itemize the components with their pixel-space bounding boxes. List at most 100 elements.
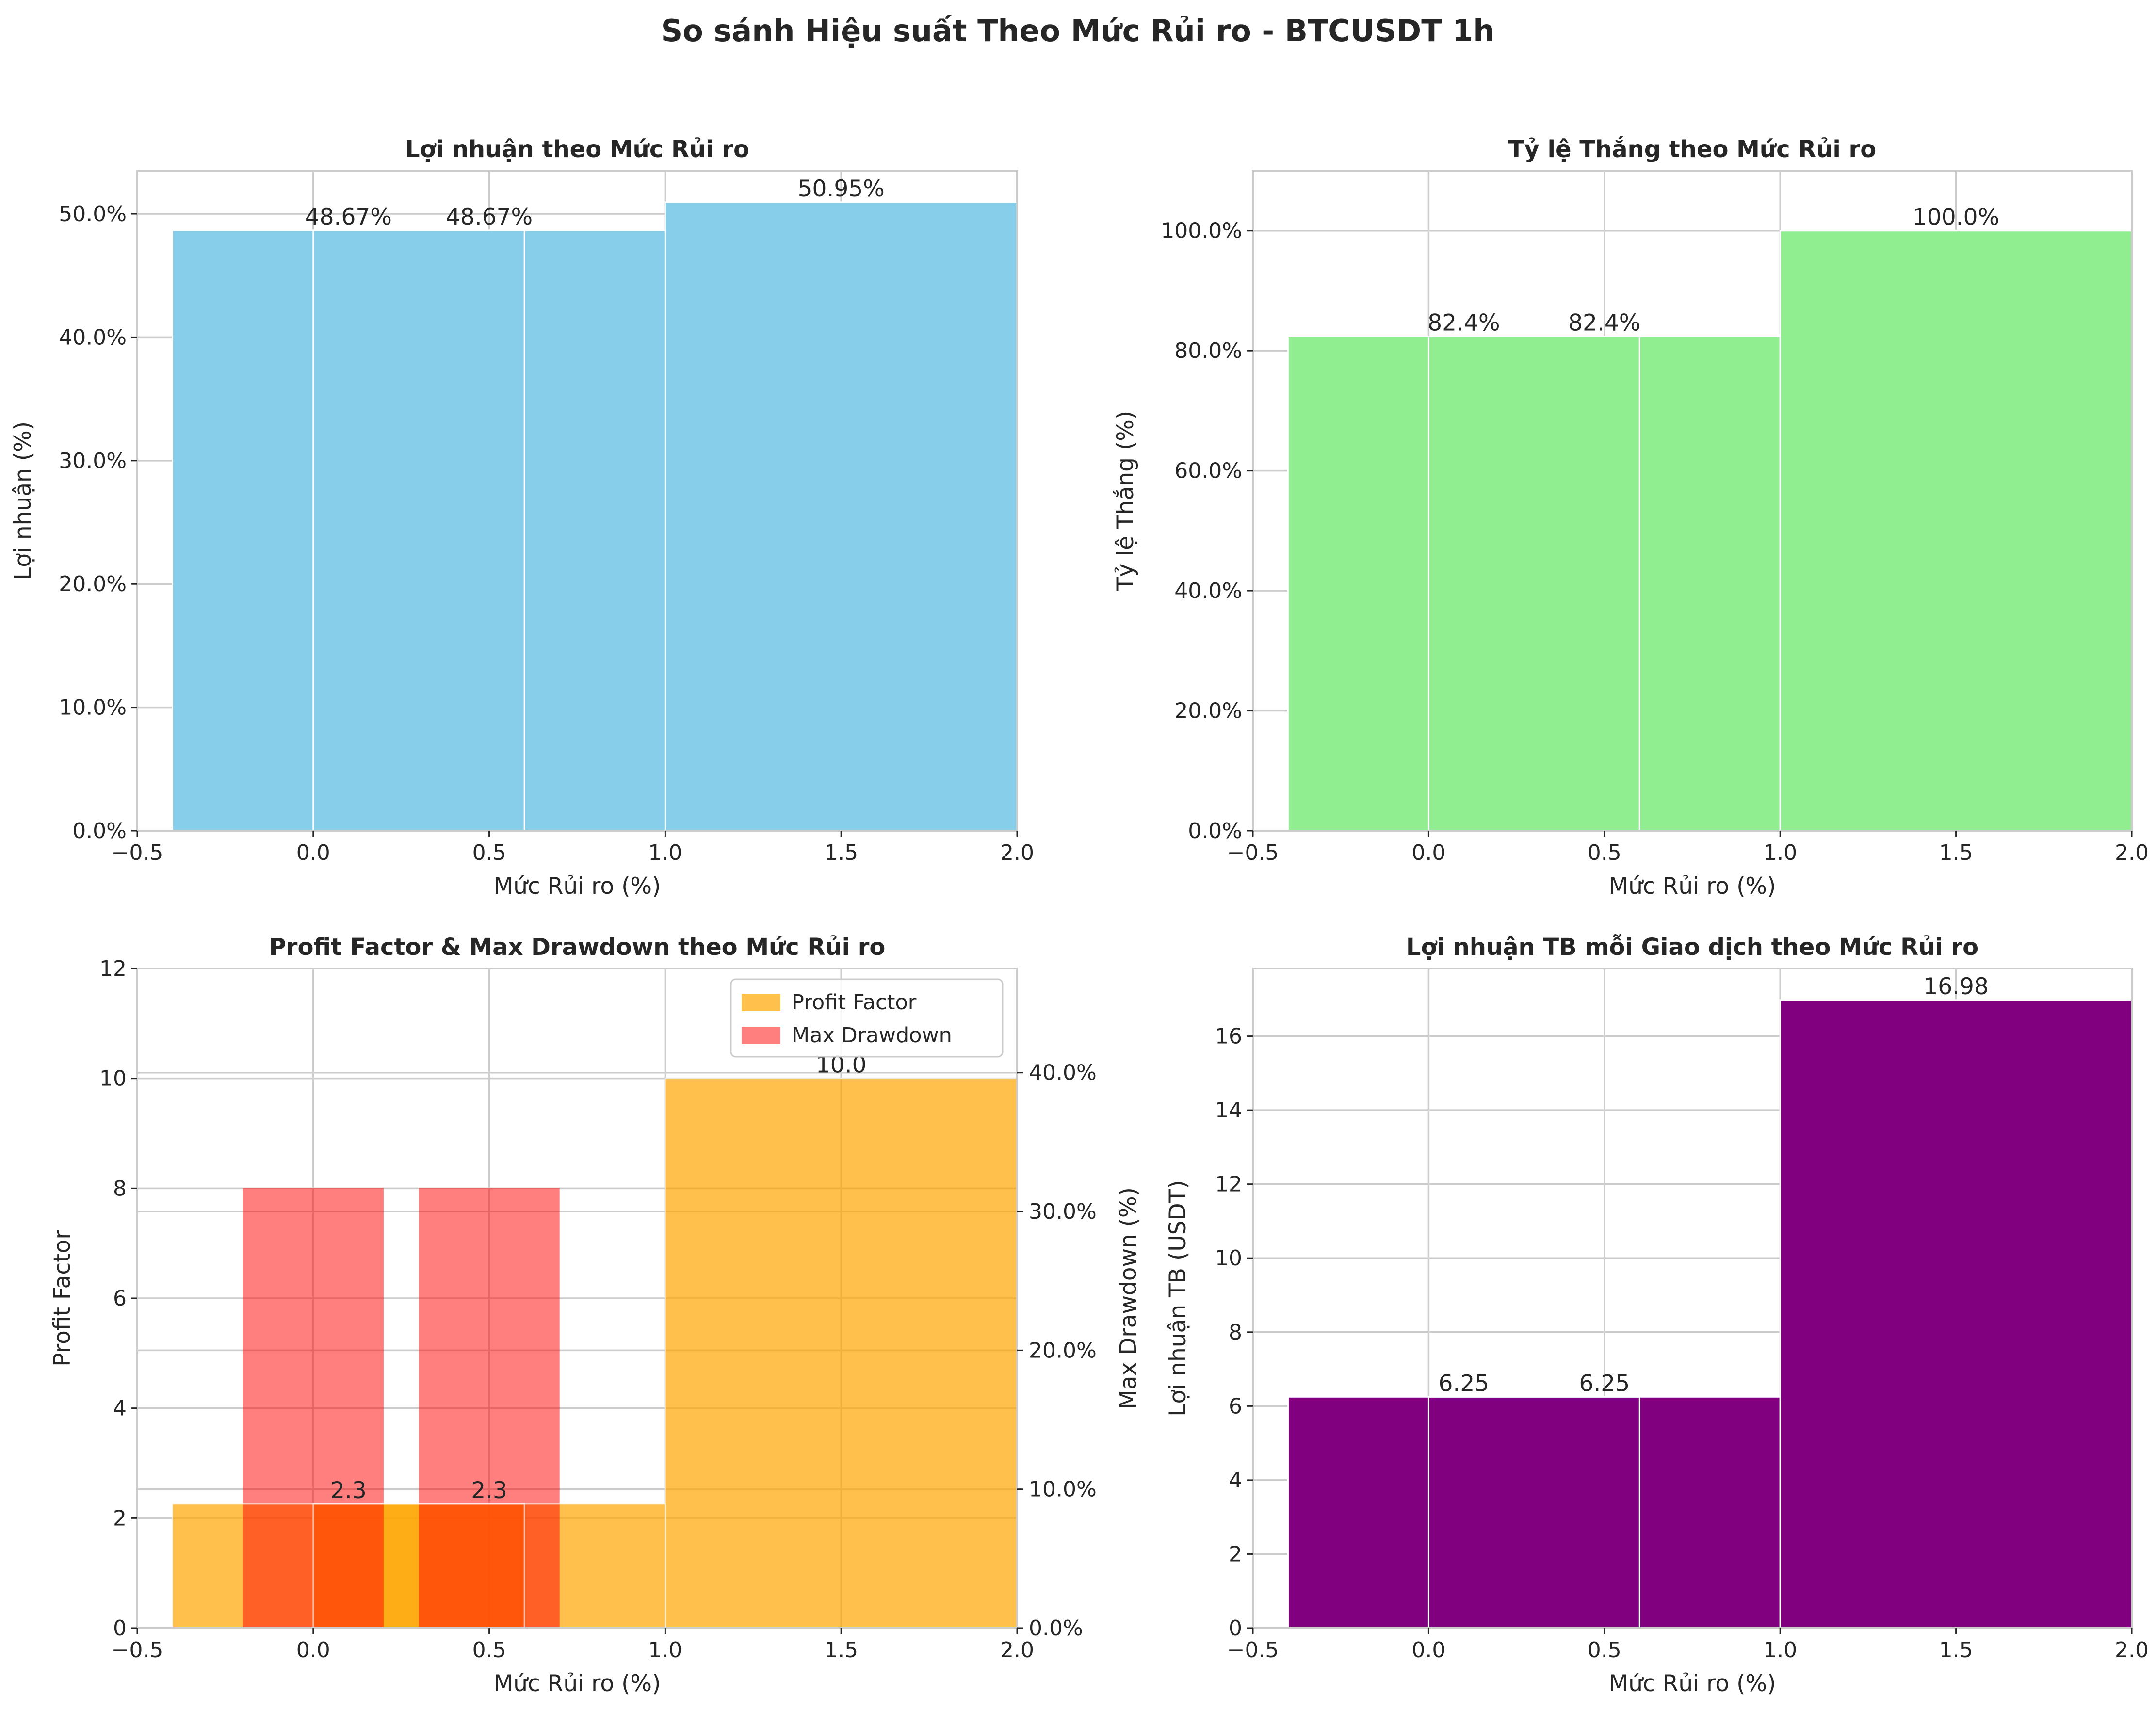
y-tick-label: 20.0% [1174, 699, 1242, 724]
chart-panel-avgprofit: 6.25 6.25 16.98 −0.5 0.0 0.5 1.0 1.5 2.0 0 2 4 6 8 10 1… [1165, 934, 2149, 1697]
chart-panel-winrate: 82.4% 82.4% 100.0% −0.5 0.0 0.5 1.0 1.5 2.0 0.0% 2… [1112, 136, 2149, 900]
x-tick-label: 2.0 [1000, 1638, 1034, 1663]
y2-tick-label: 20.0% [1029, 1338, 1097, 1363]
x-tick-label: 0.0 [1411, 840, 1445, 865]
legend-label: Max Drawdown [792, 1023, 952, 1048]
y-tick-label: 10 [99, 1066, 127, 1091]
x-tick-label: −0.5 [1227, 840, 1279, 865]
x-tick-label: 0.5 [472, 1638, 506, 1663]
y-axis-label: Tỷ lệ Thắng (%) [1112, 411, 1139, 592]
plot-frame [136, 170, 1018, 832]
y-tick-label: 4 [113, 1396, 127, 1421]
x-tick-label: −0.5 [112, 840, 163, 865]
x-tick-label: 0.0 [1411, 1638, 1445, 1663]
y-tick-label: 0 [1229, 1616, 1242, 1641]
data-label: 50.95% [798, 176, 885, 202]
chart-bar [313, 230, 665, 831]
data-label: 2.3 [471, 1477, 507, 1504]
x-axis-label: Mức Rủi ro (%) [1609, 1670, 1776, 1697]
x-tick-label: 2.0 [2115, 840, 2149, 865]
y-tick-label: 12 [99, 956, 127, 981]
chart-title: Lợi nhuận TB mỗi Giao dịch theo Mức Rủi … [1406, 934, 1978, 961]
y2-tick-label: 40.0% [1029, 1061, 1097, 1085]
x-tick-label: 1.0 [1763, 840, 1797, 865]
chart-panels: 48.67% 48.67%50.95%−0.5 0.0 0.5 1.0 1.5 2.00.0… [10, 136, 2149, 1697]
chart-bar [665, 202, 1017, 831]
x-tick-label: −0.5 [1227, 1638, 1279, 1663]
data-label: 48.67% [305, 204, 392, 230]
data-label: 6.25 [1439, 1370, 1490, 1397]
x-tick-label: 1.0 [648, 1638, 682, 1663]
legend-label: Profit Factor [792, 990, 917, 1015]
y-tick-label: 16 [1215, 1024, 1242, 1049]
chart-title: Tỷ lệ Thắng theo Mức Rủi ro [1508, 136, 1876, 163]
chart-panel-pf_dd: 2.3 2.310.0−0.5 0.0 0.5 1.0 1.5 2.00246810120.… [49, 934, 1142, 1697]
chart-bar [1428, 336, 1781, 831]
y-tick-label: 10 [1215, 1246, 1242, 1271]
x-tick-label: 0.5 [1588, 1638, 1621, 1663]
plot-frame [1252, 968, 2133, 1629]
y-tick-label: 14 [1215, 1098, 1242, 1123]
x-tick-label: −0.5 [112, 1638, 163, 1663]
y-tick-label: 2 [113, 1506, 127, 1531]
data-label: 82.4% [1427, 309, 1500, 336]
y-tick-label: 8 [113, 1176, 127, 1201]
x-tick-label: 1.5 [824, 840, 858, 865]
x-axis-label: Mức Rủi ro (%) [494, 873, 661, 900]
x-tick-label: 0.5 [472, 840, 506, 865]
legend-swatch [742, 994, 780, 1011]
y2-tick-label: 10.0% [1029, 1477, 1097, 1502]
x-tick-label: 0.0 [296, 840, 330, 865]
y2-tick-label: 0.0% [1029, 1616, 1083, 1641]
data-label: 6.25 [1579, 1370, 1630, 1397]
x-tick-label: 0.0 [296, 1638, 330, 1663]
y-tick-label: 12 [1215, 1172, 1242, 1197]
legend-swatch [742, 1027, 780, 1044]
chart-legend: Profit Factor Max Drawdown [730, 978, 1004, 1058]
x-tick-label: 1.5 [824, 1638, 858, 1663]
y-tick-label: 0 [113, 1616, 127, 1641]
chart-title: Profit Factor & Max Drawdown theo Mức Rủ… [269, 934, 886, 961]
chart-title: Lợi nhuận theo Mức Rủi ro [405, 136, 749, 163]
y-tick-label: 100.0% [1161, 219, 1242, 243]
y-tick-label: 20.0% [59, 572, 127, 597]
x-axis-label: Mức Rủi ro (%) [1609, 873, 1776, 900]
y2-axis-label: Max Drawdown (%) [1115, 1187, 1142, 1409]
y-tick-label: 4 [1229, 1468, 1242, 1493]
x-tick-label: 1.0 [1763, 1638, 1797, 1663]
y-axis-label: Lợi nhuận (%) [10, 421, 36, 580]
chart-bar [1780, 230, 2132, 831]
y-tick-label: 0.0% [72, 819, 127, 843]
y-tick-label: 6 [1229, 1394, 1242, 1419]
x-tick-label: 1.5 [1939, 840, 1973, 865]
y-tick-label: 40.0% [59, 325, 127, 350]
y-tick-label: 60.0% [1174, 459, 1242, 484]
y-tick-label: 2 [1229, 1542, 1242, 1566]
x-tick-label: 0.5 [1588, 840, 1621, 865]
y-axis-label: Lợi nhuận TB (USDT) [1165, 1180, 1191, 1417]
chart-panel-profit: 48.67% 48.67% 50.95% −0.5 0.0 0.5 1.0 1.5 2.0 0.0… [10, 136, 1034, 900]
legend-box [730, 978, 1004, 1058]
y-axis-label: Profit Factor [49, 1230, 76, 1367]
y-tick-label: 50.0% [59, 202, 127, 226]
y-tick-label: 10.0% [59, 695, 127, 720]
plot-frame [1252, 170, 2133, 832]
x-axis-label: Mức Rủi ro (%) [494, 1670, 661, 1697]
x-tick-label: 2.0 [1000, 840, 1034, 865]
y-tick-label: 8 [1229, 1320, 1242, 1345]
y-tick-label: 40.0% [1174, 579, 1242, 603]
data-label: 16.98 [1923, 973, 1989, 1000]
figure-title: So sánh Hiệu suất Theo Mức Rủi ro - BTCU… [661, 13, 1495, 48]
y2-tick-label: 30.0% [1029, 1199, 1097, 1224]
chart-max-drawdown-bar [419, 1188, 560, 1628]
chart-profit-factor-bar [665, 1078, 1017, 1628]
y-tick-label: 6 [113, 1286, 127, 1311]
x-tick-label: 2.0 [2115, 1638, 2149, 1663]
x-tick-label: 1.0 [648, 840, 682, 865]
data-label: 82.4% [1568, 309, 1640, 336]
data-label: 2.3 [330, 1477, 367, 1504]
y-tick-label: 80.0% [1174, 339, 1242, 363]
chart-bar [1780, 1000, 2132, 1628]
chart-bar [1428, 1397, 1781, 1628]
data-label: 48.67% [446, 204, 533, 230]
